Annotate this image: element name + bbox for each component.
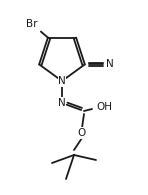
Text: N: N <box>58 98 66 108</box>
Text: OH: OH <box>96 102 112 112</box>
Text: N: N <box>58 76 66 86</box>
Text: O: O <box>78 128 86 138</box>
Text: N: N <box>106 59 114 69</box>
Text: Br: Br <box>26 19 38 29</box>
